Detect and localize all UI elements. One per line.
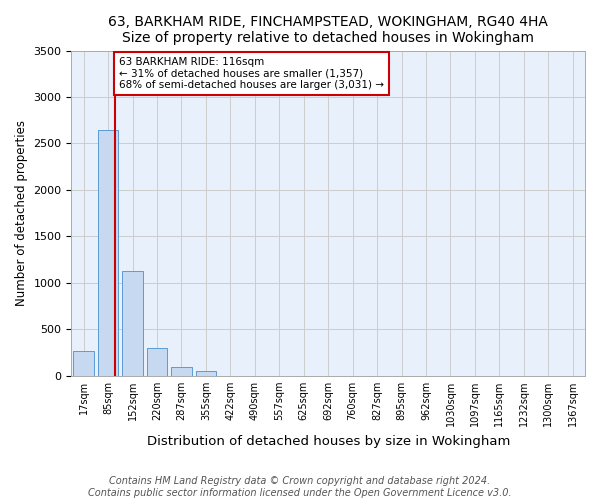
Y-axis label: Number of detached properties: Number of detached properties [15, 120, 28, 306]
Bar [98, 130, 118, 376]
Bar [73, 350, 94, 376]
Text: Contains HM Land Registry data © Crown copyright and database right 2024.
Contai: Contains HM Land Registry data © Crown c… [88, 476, 512, 498]
Text: 63 BARKHAM RIDE: 116sqm
← 31% of detached houses are smaller (1,357)
68% of semi: 63 BARKHAM RIDE: 116sqm ← 31% of detache… [119, 57, 384, 90]
Title: 63, BARKHAM RIDE, FINCHAMPSTEAD, WOKINGHAM, RG40 4HA
Size of property relative t: 63, BARKHAM RIDE, FINCHAMPSTEAD, WOKINGH… [108, 15, 548, 45]
Bar [171, 366, 192, 376]
Bar [122, 271, 143, 376]
X-axis label: Distribution of detached houses by size in Wokingham: Distribution of detached houses by size … [146, 434, 510, 448]
Bar [196, 371, 217, 376]
Bar [146, 348, 167, 376]
